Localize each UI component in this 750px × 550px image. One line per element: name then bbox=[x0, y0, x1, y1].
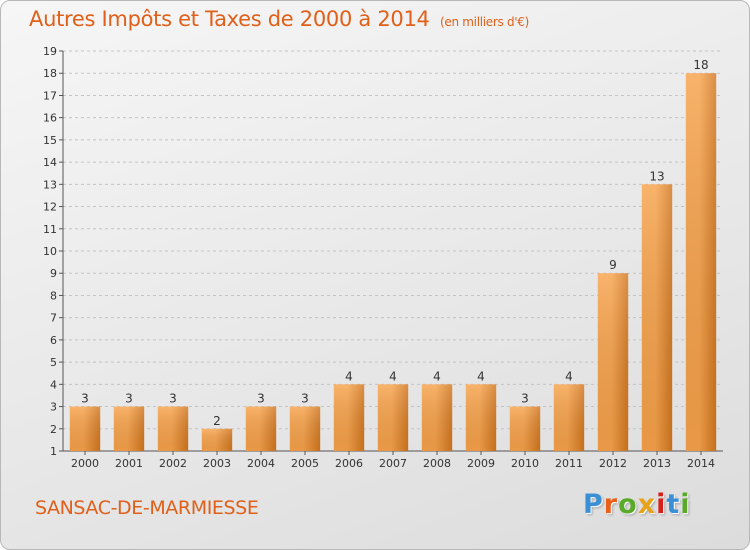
y-tick-label: 5 bbox=[50, 356, 57, 369]
y-tick-label: 15 bbox=[43, 134, 57, 147]
logo-letter: t bbox=[666, 489, 681, 520]
bar-shade bbox=[201, 428, 233, 451]
bar-shade bbox=[245, 406, 277, 451]
x-tick-label: 2013 bbox=[643, 457, 671, 470]
y-tick-label: 17 bbox=[43, 89, 57, 102]
chart-title-text: Autres Impôts et Taxes de 2000 à 2014 bbox=[29, 7, 430, 31]
y-tick-label: 1 bbox=[50, 445, 57, 458]
data-label: 3 bbox=[169, 392, 177, 406]
chart-unit: (en milliers d'€) bbox=[440, 15, 530, 29]
y-tick-label: 14 bbox=[43, 156, 57, 169]
data-label: 4 bbox=[389, 369, 397, 383]
x-tick-label: 2008 bbox=[423, 457, 451, 470]
bar-shade bbox=[465, 384, 497, 451]
x-tick-label: 2012 bbox=[599, 457, 627, 470]
y-tick-label: 18 bbox=[43, 67, 57, 80]
bar-shade bbox=[113, 406, 145, 451]
y-tick-label: 9 bbox=[50, 267, 57, 280]
y-tick-label: 12 bbox=[43, 201, 57, 214]
bar-shade bbox=[641, 184, 673, 452]
data-label: 3 bbox=[257, 392, 265, 406]
x-tick-label: 2000 bbox=[71, 457, 99, 470]
y-tick-label: 10 bbox=[43, 245, 57, 258]
bar-shade bbox=[157, 406, 189, 451]
data-label: 2 bbox=[213, 414, 221, 428]
y-tick-label: 3 bbox=[50, 401, 57, 414]
x-tick-label: 2004 bbox=[247, 457, 275, 470]
data-label: 3 bbox=[125, 392, 133, 406]
x-tick-label: 2006 bbox=[335, 457, 363, 470]
x-tick-label: 2003 bbox=[203, 457, 231, 470]
y-tick-label: 6 bbox=[50, 334, 57, 347]
bar-shade bbox=[553, 384, 585, 451]
logo-letter: r bbox=[603, 489, 619, 520]
logo-letter: o bbox=[618, 489, 638, 520]
x-tick-label: 2001 bbox=[115, 457, 143, 470]
y-tick-label: 19 bbox=[43, 45, 57, 58]
data-label: 13 bbox=[649, 169, 664, 183]
logo-letter: i bbox=[656, 489, 667, 520]
data-label: 3 bbox=[81, 392, 89, 406]
x-tick-label: 2009 bbox=[467, 457, 495, 470]
bar-shade bbox=[421, 384, 453, 451]
data-label: 9 bbox=[609, 258, 617, 272]
x-tick-label: 2014 bbox=[687, 457, 715, 470]
bar-shade bbox=[685, 73, 717, 451]
bar-shade bbox=[333, 384, 365, 451]
data-label: 4 bbox=[345, 369, 353, 383]
y-tick-label: 7 bbox=[50, 312, 57, 325]
commune-name: SANSAC-DE-MARMIESSE bbox=[35, 497, 259, 519]
bar-shade bbox=[509, 406, 541, 451]
x-tick-label: 2005 bbox=[291, 457, 319, 470]
x-tick-label: 2002 bbox=[159, 457, 187, 470]
y-tick-label: 13 bbox=[43, 178, 57, 191]
data-label: 4 bbox=[477, 369, 485, 383]
bar-shade bbox=[69, 406, 101, 451]
y-tick-label: 4 bbox=[50, 378, 57, 391]
data-label: 18 bbox=[693, 58, 708, 72]
chart-title: Autres Impôts et Taxes de 2000 à 2014 (e… bbox=[29, 7, 529, 31]
bar-shade bbox=[289, 406, 321, 451]
y-tick-label: 11 bbox=[43, 223, 57, 236]
y-tick-label: 16 bbox=[43, 112, 57, 125]
x-tick-label: 2011 bbox=[555, 457, 583, 470]
data-label: 4 bbox=[565, 369, 573, 383]
logo-letter: P bbox=[583, 489, 604, 520]
data-label: 3 bbox=[521, 392, 529, 406]
bar-shade bbox=[597, 273, 629, 451]
data-label: 4 bbox=[433, 369, 441, 383]
y-tick-label: 2 bbox=[50, 423, 57, 436]
x-tick-label: 2010 bbox=[511, 457, 539, 470]
proxiti-logo: Proxiti bbox=[583, 489, 691, 520]
logo-letter: i bbox=[680, 489, 691, 520]
logo-letter: x bbox=[637, 489, 657, 520]
y-tick-label: 8 bbox=[50, 289, 57, 302]
x-tick-label: 2007 bbox=[379, 457, 407, 470]
bar-shade bbox=[377, 384, 409, 451]
data-label: 3 bbox=[301, 392, 309, 406]
